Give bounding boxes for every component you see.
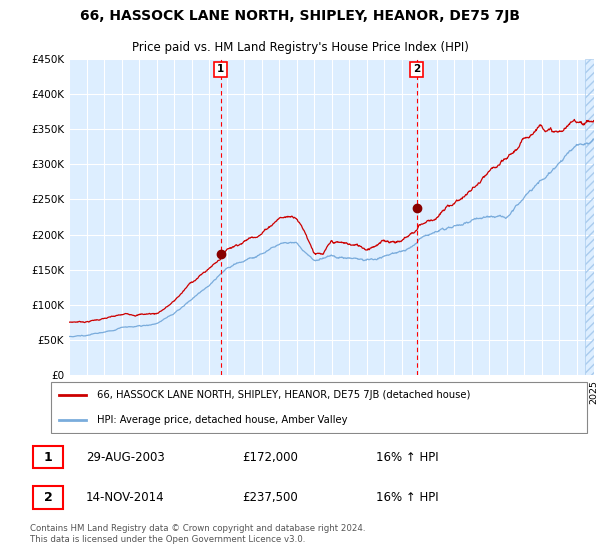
Text: HPI: Average price, detached house, Amber Valley: HPI: Average price, detached house, Ambe…	[97, 414, 347, 424]
Text: 1: 1	[217, 64, 224, 74]
Text: 14-NOV-2014: 14-NOV-2014	[86, 491, 164, 504]
Text: Price paid vs. HM Land Registry's House Price Index (HPI): Price paid vs. HM Land Registry's House …	[131, 41, 469, 54]
Text: 1: 1	[44, 451, 53, 464]
FancyBboxPatch shape	[51, 382, 587, 433]
FancyBboxPatch shape	[33, 486, 64, 509]
FancyBboxPatch shape	[33, 446, 64, 469]
Text: 16% ↑ HPI: 16% ↑ HPI	[376, 491, 439, 504]
Text: 66, HASSOCK LANE NORTH, SHIPLEY, HEANOR, DE75 7JB (detached house): 66, HASSOCK LANE NORTH, SHIPLEY, HEANOR,…	[97, 390, 470, 400]
Text: Contains HM Land Registry data © Crown copyright and database right 2024.
This d: Contains HM Land Registry data © Crown c…	[30, 524, 365, 544]
Text: 2: 2	[44, 491, 53, 504]
Text: 29-AUG-2003: 29-AUG-2003	[86, 451, 164, 464]
Bar	[585, 59, 594, 375]
Text: 2: 2	[413, 64, 421, 74]
Text: 66, HASSOCK LANE NORTH, SHIPLEY, HEANOR, DE75 7JB: 66, HASSOCK LANE NORTH, SHIPLEY, HEANOR,…	[80, 9, 520, 23]
Text: £172,000: £172,000	[242, 451, 298, 464]
Text: £237,500: £237,500	[242, 491, 298, 504]
Text: 16% ↑ HPI: 16% ↑ HPI	[376, 451, 439, 464]
